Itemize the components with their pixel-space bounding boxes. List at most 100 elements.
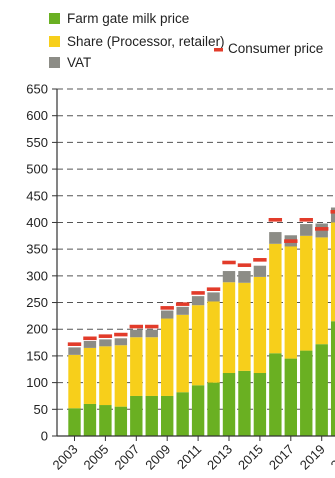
bar-vat — [191, 296, 205, 306]
bar-farm-gate — [145, 395, 158, 436]
bar-share — [145, 337, 158, 396]
legend-label: Farm gate milk price — [67, 11, 189, 26]
bar-share — [238, 282, 251, 371]
y-tick-label: 450 — [26, 188, 48, 203]
y-tick-label: 0 — [41, 429, 48, 444]
bar-share — [68, 354, 81, 409]
bar-farm-gate — [130, 395, 143, 436]
legend-label: VAT — [67, 55, 91, 70]
y-tick-label: 350 — [26, 242, 48, 257]
bar-vat — [161, 310, 174, 319]
bar-vat — [176, 306, 189, 315]
bar-share — [330, 222, 335, 322]
bar-farm-gate — [176, 392, 189, 436]
bar-share — [300, 235, 313, 351]
x-tick-label: 2011 — [174, 442, 204, 472]
bar-share — [253, 276, 267, 374]
bar-farm-gate — [99, 405, 112, 436]
consumer-price-marker — [191, 291, 205, 295]
bar-share — [191, 305, 205, 386]
consumer-price-marker — [83, 336, 97, 341]
bar-share — [161, 318, 174, 396]
bar-vat — [207, 292, 220, 302]
x-tick-label: 2015 — [235, 442, 266, 473]
bar-share — [315, 237, 328, 345]
bar-farm-gate — [191, 385, 205, 436]
y-tick-label: 400 — [26, 215, 48, 230]
bar-share — [114, 345, 128, 407]
bar-share — [207, 301, 220, 383]
y-tick-label: 550 — [26, 135, 48, 150]
legend-swatch — [49, 57, 60, 68]
bar-farm-gate — [161, 395, 174, 436]
legend-label: Consumer price — [228, 41, 323, 56]
legend-label: Share (Processor, retailer) — [67, 34, 225, 49]
legend-swatch — [214, 48, 223, 52]
bar-share — [222, 282, 236, 374]
bar-farm-gate — [83, 403, 97, 436]
consumer-price-marker — [253, 258, 267, 262]
bar-farm-gate — [330, 321, 335, 436]
bar-vat — [269, 232, 282, 244]
x-tick-label: 2005 — [80, 442, 111, 473]
consumer-price-marker — [67, 342, 82, 346]
bar-vat — [130, 329, 143, 338]
y-tick-label: 500 — [26, 162, 48, 177]
bar-share — [269, 243, 282, 354]
bar-farm-gate — [207, 382, 220, 436]
bar-vat — [68, 347, 81, 355]
consumer-price-marker — [206, 287, 221, 291]
bar-farm-gate — [253, 373, 267, 436]
consumer-price-marker — [160, 306, 174, 310]
y-tick-label: 200 — [26, 322, 48, 337]
bar-vat — [330, 207, 335, 223]
consumer-price-marker — [222, 260, 236, 265]
consumer-price-marker — [98, 334, 113, 338]
x-tick-label: 2019 — [297, 442, 328, 473]
bar-vat — [99, 339, 112, 347]
y-tick-label: 50 — [34, 402, 48, 417]
y-tick-label: 650 — [26, 82, 48, 97]
bar-share — [284, 246, 297, 359]
bar-farm-gate — [114, 406, 128, 436]
x-tick-label: 2003 — [50, 442, 81, 473]
consumer-price-marker — [268, 217, 283, 222]
y-tick-label: 250 — [26, 295, 48, 310]
x-tick-label: 2007 — [111, 442, 142, 473]
y-tick-label: 150 — [26, 348, 48, 363]
consumer-price-marker — [237, 263, 252, 267]
legend-swatch — [49, 13, 60, 24]
x-tick-label: 2017 — [266, 442, 297, 473]
bar-farm-gate — [315, 344, 328, 436]
bar-farm-gate — [300, 350, 313, 436]
consumer-price-marker — [145, 324, 159, 329]
y-tick-label: 100 — [26, 375, 48, 390]
x-tick-label: 2013 — [204, 442, 235, 473]
y-tick-label: 300 — [26, 268, 48, 283]
legend-swatch — [49, 36, 60, 47]
bar-share — [99, 346, 112, 406]
y-tick-label: 600 — [26, 108, 48, 123]
bar-share — [130, 337, 143, 396]
bar-vat — [114, 338, 128, 346]
bar-share — [176, 314, 189, 393]
consumer-price-marker — [315, 227, 329, 231]
bar-vat — [83, 340, 97, 348]
consumer-price-marker — [129, 324, 143, 329]
bar-vat — [238, 271, 251, 283]
bar-vat — [300, 224, 313, 236]
consumer-price-marker — [175, 302, 190, 306]
bar-farm-gate — [68, 408, 81, 436]
x-tick-label: 2009 — [142, 442, 173, 473]
bar-farm-gate — [284, 358, 297, 436]
bar-vat — [145, 329, 158, 338]
bar-farm-gate — [222, 373, 236, 436]
bar-farm-gate — [269, 353, 282, 436]
consumer-price-marker — [284, 239, 298, 243]
bar-vat — [222, 271, 236, 283]
bar-farm-gate — [238, 370, 251, 436]
consumer-price-marker — [299, 217, 313, 222]
x-tick-label: 2021 — [328, 442, 335, 473]
